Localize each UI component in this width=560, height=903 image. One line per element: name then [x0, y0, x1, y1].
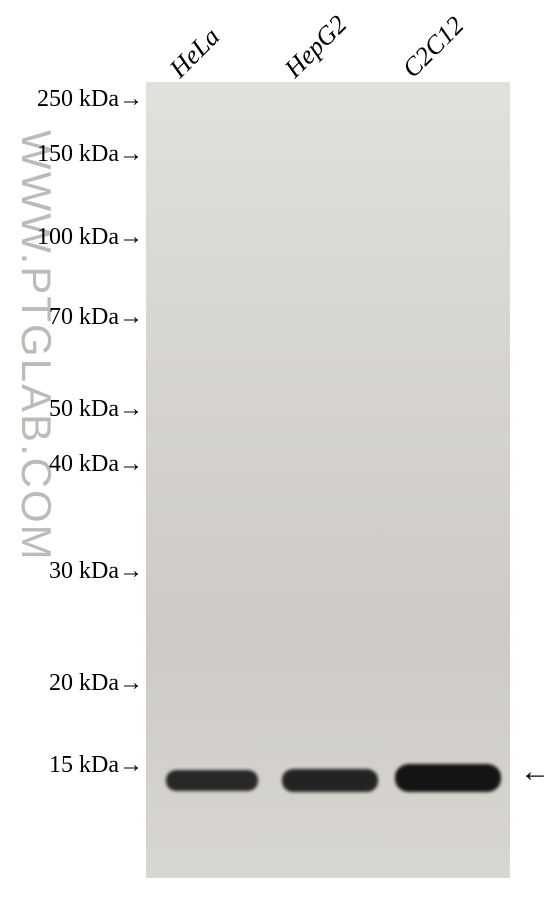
- marker-label-7: 20 kDa→: [49, 670, 143, 697]
- target-band-arrow: ←: [520, 755, 550, 789]
- marker-label-5: 40 kDa→: [49, 451, 143, 478]
- marker-label-4: 50 kDa→: [49, 396, 143, 423]
- marker-label-8: 15 kDa→: [49, 752, 143, 779]
- lane-label-2: C2C12: [397, 11, 470, 84]
- marker-label-3: 70 kDa→: [49, 304, 143, 331]
- band-lane-1: [282, 769, 378, 792]
- band-lane-2: [395, 764, 501, 792]
- figure-container: WWW.PTGLAB.COM HeLa HepG2 C2C12 250 kDa→ 15…: [0, 0, 560, 903]
- band-lane-0: [166, 770, 258, 791]
- marker-label-1: 150 kDa→: [37, 141, 143, 168]
- lane-label-0: HeLa: [164, 22, 226, 84]
- blot-membrane: [146, 82, 510, 878]
- lane-label-1: HepG2: [279, 10, 353, 84]
- marker-label-6: 30 kDa→: [49, 558, 143, 585]
- marker-label-2: 100 kDa→: [37, 224, 143, 251]
- watermark-text: WWW.PTGLAB.COM: [12, 130, 60, 562]
- marker-label-0: 250 kDa→: [37, 86, 143, 113]
